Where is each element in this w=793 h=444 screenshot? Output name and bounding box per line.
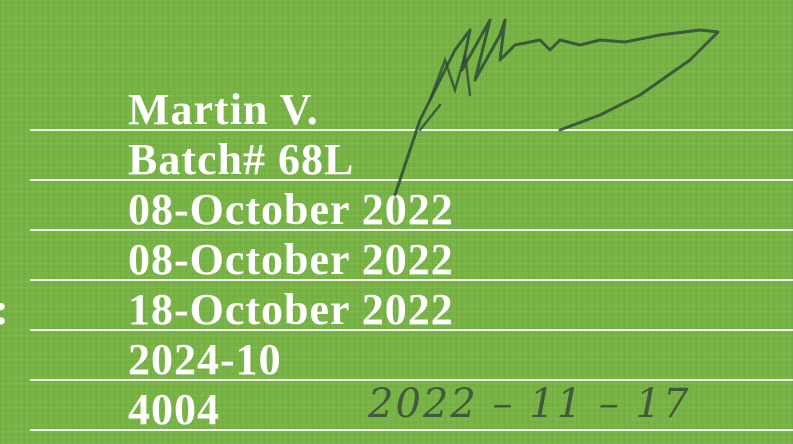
- handwritten-date: 2022 – 11 – 17: [368, 381, 691, 427]
- period-field: 2024-10: [128, 335, 282, 384]
- rule-line: [30, 129, 793, 131]
- date-field: 08-October 2022: [128, 185, 454, 234]
- batch-field: Batch# 68L: [128, 135, 355, 184]
- date-field: 08-October 2022: [128, 235, 454, 284]
- rule-line: [30, 379, 793, 381]
- rule-line: [30, 429, 793, 431]
- rule-line: [30, 229, 793, 231]
- label-fragment: :: [0, 288, 9, 332]
- date-field: 18-October 2022: [128, 285, 454, 334]
- rule-line: [30, 329, 793, 331]
- rule-line: [30, 279, 793, 281]
- name-field: Martin V.: [128, 85, 319, 134]
- rule-line: [30, 179, 793, 181]
- code-field: 4004: [128, 385, 220, 434]
